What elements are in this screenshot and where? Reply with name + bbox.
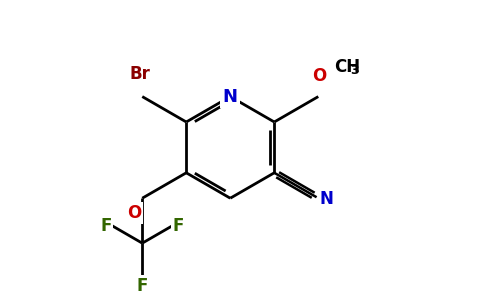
Text: F: F bbox=[173, 217, 184, 235]
Text: N: N bbox=[319, 190, 333, 208]
Text: F: F bbox=[136, 277, 148, 295]
Text: O: O bbox=[127, 204, 142, 222]
Text: F: F bbox=[100, 217, 112, 235]
Text: 3: 3 bbox=[350, 64, 359, 77]
Text: Br: Br bbox=[130, 65, 151, 83]
Text: CH: CH bbox=[334, 58, 360, 76]
Text: O: O bbox=[312, 67, 326, 85]
Text: N: N bbox=[223, 88, 238, 106]
